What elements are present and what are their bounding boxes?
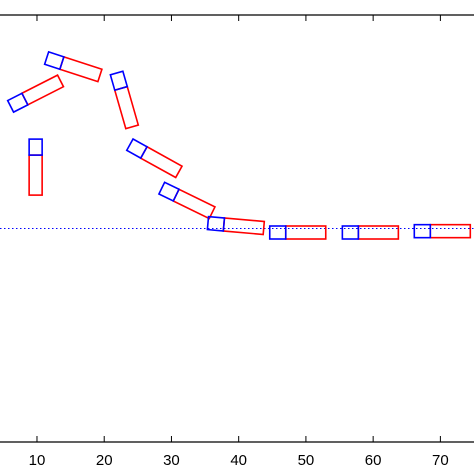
segment-head <box>109 70 129 92</box>
x-tick-label: 50 <box>298 452 315 469</box>
segment-head <box>268 225 287 240</box>
segment-mark <box>157 181 217 220</box>
segment-head <box>125 137 149 160</box>
x-tick-label: 40 <box>230 452 247 469</box>
segment-body <box>58 55 103 83</box>
segment-head <box>341 225 360 240</box>
x-ticks: 10 20 30 40 50 60 70 <box>29 15 449 469</box>
segment-head <box>413 223 432 239</box>
x-tick-label: 70 <box>432 452 449 469</box>
segment-body <box>113 85 140 130</box>
segment-mark <box>268 225 327 240</box>
x-tick-label: 60 <box>365 452 382 469</box>
x-tick-label: 10 <box>29 452 46 469</box>
segment-head <box>28 138 43 156</box>
segment-body <box>222 217 266 236</box>
segment-mark <box>6 74 65 114</box>
segment-mark <box>125 137 184 179</box>
segment-body <box>139 145 184 179</box>
segment-mark <box>413 223 472 239</box>
segment-head <box>157 181 181 203</box>
segment-mark <box>28 138 43 196</box>
segment-body <box>172 188 217 220</box>
segment-body <box>429 223 472 239</box>
segment-body <box>357 225 400 240</box>
segment-head <box>6 92 29 114</box>
segment-body <box>20 74 65 106</box>
segment-mark <box>109 70 140 130</box>
marks-layer <box>6 50 472 240</box>
x-tick-label: 30 <box>163 452 180 469</box>
segment-mark <box>206 215 266 236</box>
segment-mark <box>43 50 103 83</box>
segment-mark <box>341 225 400 240</box>
x-tick-label: 20 <box>96 452 113 469</box>
segment-head <box>206 215 226 232</box>
segment-head <box>43 50 65 71</box>
segment-body <box>284 225 327 240</box>
segment-body <box>28 154 43 196</box>
